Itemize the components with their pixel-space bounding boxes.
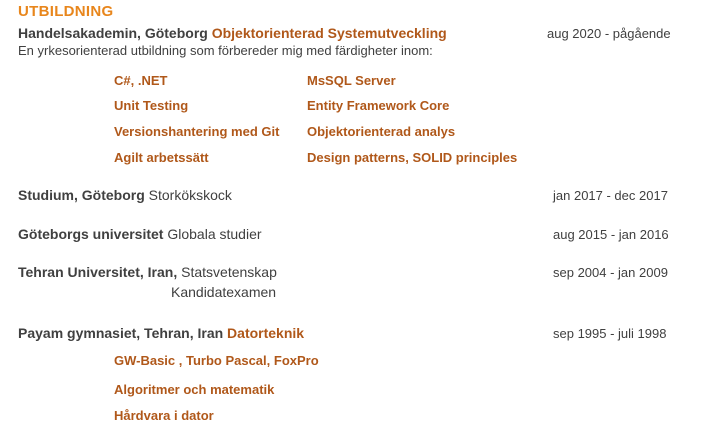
institution: Tehran Universitet, Iran,: [18, 264, 178, 280]
skill-item: Algoritmer och matematik: [114, 382, 275, 397]
institution: Payam gymnasiet, Tehran, Iran: [18, 325, 224, 341]
entry-dates: aug 2015 - jan 2016: [553, 227, 669, 242]
entry-degree: Kandidatexamen: [171, 284, 277, 300]
institution: Göteborgs universitet: [18, 226, 164, 242]
program: Globala studier: [167, 226, 262, 242]
skill-item: Design patterns, SOLID principles: [307, 150, 518, 165]
institution: Studium, Göteborg: [18, 187, 145, 203]
program: Statsvetenskap: [181, 264, 277, 280]
skill-item: Agilt arbetssätt: [114, 150, 209, 165]
entry-dates: aug 2020 - pågående: [547, 26, 671, 41]
entry-handelsakademin: Handelsakademin, Göteborg Objektorienter…: [18, 25, 447, 41]
entry-studium: Studium, Göteborg Storkökskock: [18, 187, 232, 203]
section-title: UTBILDNING: [18, 3, 114, 20]
entry-tehran: Tehran Universitet, Iran, Statsvetenskap: [18, 264, 277, 280]
entry-payam: Payam gymnasiet, Tehran, Iran Datortekni…: [18, 325, 304, 341]
skill-item: Unit Testing: [114, 98, 189, 113]
entry-dates: sep 1995 - juli 1998: [553, 326, 667, 341]
entry-gu: Göteborgs universitet Globala studier: [18, 226, 262, 242]
skill-item: Entity Framework Core: [307, 98, 450, 113]
entry-dates: sep 2004 - jan 2009: [553, 265, 668, 280]
program: Objektorienterad Systemutveckling: [211, 25, 447, 41]
program: Storkökskock: [148, 187, 232, 203]
entry-dates: jan 2017 - dec 2017: [553, 188, 668, 203]
program: Datorteknik: [227, 325, 305, 341]
skill-item: MsSQL Server: [307, 73, 396, 88]
skill-item: Objektorienterad analys: [307, 124, 456, 139]
entry-description: En yrkesorienterad utbildning som förber…: [18, 43, 433, 58]
skill-item: Hårdvara i dator: [114, 408, 214, 423]
skill-item: C#, .NET: [114, 73, 168, 88]
skill-item: GW-Basic , Turbo Pascal, FoxPro: [114, 353, 319, 368]
institution: Handelsakademin, Göteborg: [18, 25, 208, 41]
skill-item: Versionshantering med Git: [114, 124, 280, 139]
